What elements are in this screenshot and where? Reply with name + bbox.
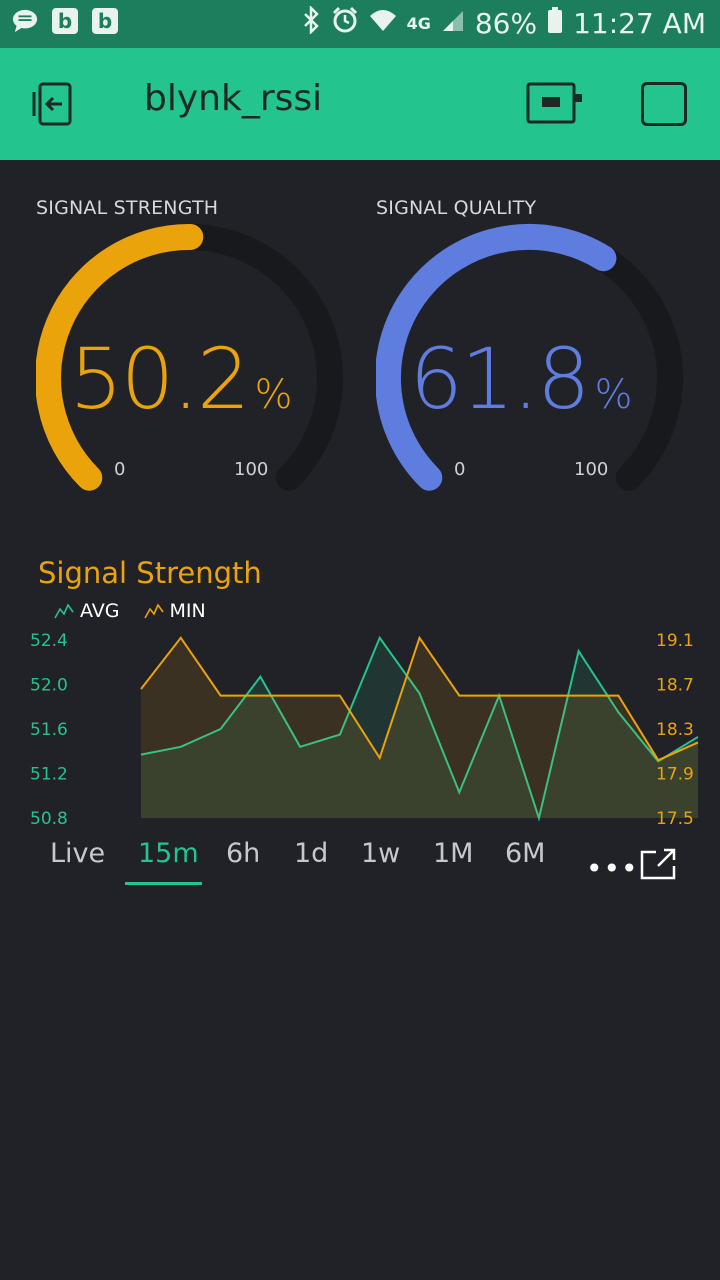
gauge-number: 61.8 [409,330,590,428]
line-chart-icon [143,603,164,619]
more-button[interactable]: ••• [586,852,639,885]
signal-icon [441,7,465,40]
signal-quality-gauge: SIGNAL QUALITY 61.8% 0 100 [376,195,696,495]
status-bar: b b 4G 86% 11:27 AM [0,0,720,48]
tab-live[interactable]: Live [50,838,106,869]
active-tab-indicator [125,882,202,885]
bluetooth-icon [301,4,321,41]
right-axis-tick: 18.7 [656,676,694,696]
gauge-unit: % [254,372,293,418]
series-area [141,637,698,818]
battery-icon [547,7,563,40]
left-axis-tick: 50.8 [30,809,68,829]
tab-1d[interactable]: 1d [294,838,329,869]
message-icon [12,8,38,34]
gauge-min: 0 [454,459,466,480]
tab-6m[interactable]: 6M [505,838,546,869]
right-axis-tick: 17.9 [656,765,694,785]
app-bar: blynk_rssi [0,48,720,160]
signal-strength-gauge: SIGNAL STRENGTH 50.2% 0 100 [36,195,356,495]
line-chart-icon [54,603,74,619]
right-axis-tick: 17.5 [656,809,694,829]
stop-button[interactable] [641,82,687,126]
expand-icon[interactable] [640,846,676,880]
series-line-min [140,635,699,762]
tab-1w[interactable]: 1w [361,838,401,869]
legend-label: AVG [80,600,120,622]
signal-strength-chart[interactable]: 52.4 52.0 51.6 51.2 50.8 19.1 18.7 18.3 17.9 17.5 [0,620,720,830]
legend-label: MIN [169,600,206,622]
alarm-icon [331,6,359,41]
right-axis-tick: 18.3 [656,720,694,740]
left-axis-tick: 51.6 [30,720,68,740]
back-icon[interactable] [32,80,80,128]
left-axis-tick: 52.4 [30,631,68,651]
chart-title: Signal Strength [38,556,262,590]
legend-item-avg[interactable]: AVG [54,600,120,622]
legend-item-min[interactable]: MIN [143,600,206,622]
tab-15m[interactable]: 15m [138,838,199,869]
project-title: blynk_rssi [144,78,323,119]
left-axis-tick: 51.2 [30,765,68,785]
series-area [141,637,698,818]
gauge-min: 0 [114,459,126,480]
gauge-value: 61.8% [376,330,666,428]
tab-1m[interactable]: 1M [433,838,474,869]
gauge-arc [376,223,683,491]
series-line-avg [140,635,699,822]
b-app-icon: b [52,8,78,34]
gauge-value: 50.2% [36,330,326,428]
battery-level: 86% [474,7,538,40]
left-axis-tick: 52.0 [30,676,68,696]
right-axis-tick: 19.1 [656,631,694,651]
gauge-label: SIGNAL QUALITY [376,197,537,219]
b-app-icon: b [92,8,118,34]
network-type: 4G [406,14,431,33]
gauge-number: 50.2 [69,330,250,428]
gauge-label: SIGNAL STRENGTH [36,197,219,219]
tab-6h[interactable]: 6h [226,838,261,869]
gauge-max: 100 [574,459,609,480]
device-icon[interactable] [526,82,584,124]
clock: 11:27 AM [573,7,706,40]
gauge-unit: % [594,372,633,418]
period-tabs: Live 15m 6h 1d 1w 1M 6M ••• [0,832,720,892]
gauge-arc [36,223,343,491]
wifi-icon [369,7,397,40]
chart-legend: AVG MIN [54,600,206,622]
gauge-max: 100 [234,459,269,480]
